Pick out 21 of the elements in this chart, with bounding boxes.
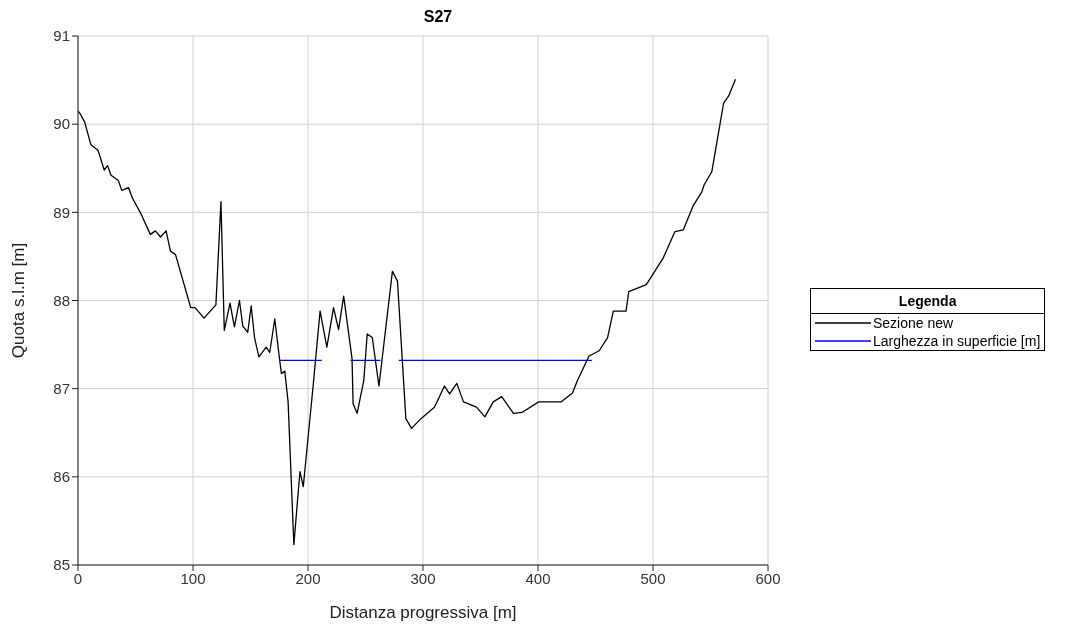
legend-title: Legenda xyxy=(811,288,1045,314)
x-tick-label: 100 xyxy=(180,569,206,587)
y-tick-label: 86 xyxy=(53,468,70,486)
y-tick-label: 90 xyxy=(53,115,70,133)
y-tick-label: 89 xyxy=(53,203,70,221)
x-tick-label: 200 xyxy=(295,569,321,587)
x-tick-label: 400 xyxy=(525,569,551,587)
y-tick-label: 88 xyxy=(53,291,70,309)
y-axis-title: Quota s.l.m [m] xyxy=(9,242,29,359)
legend-label: Sezione new xyxy=(873,314,954,331)
chart-title: S27 xyxy=(423,8,453,25)
y-tick-label: 87 xyxy=(53,379,70,397)
y-tick-label: 91 xyxy=(53,27,70,45)
y-tick-label: 85 xyxy=(53,556,70,574)
line-series xyxy=(78,78,737,546)
x-tick-label: 600 xyxy=(755,569,781,587)
legend-label: Larghezza in superficie [m] xyxy=(873,332,1041,349)
x-tick-label: 500 xyxy=(640,569,666,587)
x-axis-title: Distanza progressiva [m] xyxy=(329,603,517,622)
x-tick-label: 0 xyxy=(73,569,83,587)
x-tick-label: 300 xyxy=(410,569,436,587)
